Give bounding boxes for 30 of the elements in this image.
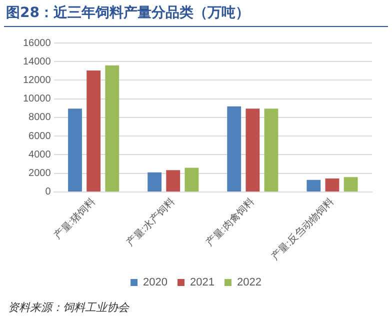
x-tick-label: 产量:水产饲料 xyxy=(124,196,178,249)
bar xyxy=(166,170,180,192)
chart-title: 图28：近三年饲料产量分品类（万吨） xyxy=(6,4,250,22)
bar xyxy=(325,178,340,192)
x-tick-label: 产量:肉禽饲料 xyxy=(204,196,257,249)
text: 资料来源：饲料工业协会 xyxy=(8,300,129,315)
bar xyxy=(68,108,82,192)
y-tick-label: 16000 xyxy=(22,38,52,49)
y-tick-label: 10000 xyxy=(22,94,52,105)
y-tick-label: 14000 xyxy=(22,56,52,68)
x-tick-label: 产量:反刍动物饲料 xyxy=(269,196,336,263)
y-tick-label: 8000 xyxy=(28,112,52,124)
y-tick-label: 0 xyxy=(45,186,52,198)
legend-label: 2022 xyxy=(236,276,262,289)
y-tick-label: 4000 xyxy=(28,149,52,160)
bar xyxy=(246,108,260,192)
y-tick-label: 2000 xyxy=(28,168,52,180)
bar xyxy=(105,65,120,192)
bar xyxy=(264,108,278,192)
x-tick-label: 产量:猪饲料 xyxy=(52,196,98,242)
legend-label: 2021 xyxy=(190,276,214,289)
y-tick-label: 12000 xyxy=(22,74,52,86)
bar xyxy=(86,70,101,192)
bar xyxy=(227,106,242,192)
bar xyxy=(344,177,358,192)
bar xyxy=(148,172,162,192)
y-tick-label: 6000 xyxy=(28,130,52,142)
legend-label: 2020 xyxy=(143,276,168,289)
bar xyxy=(184,168,199,192)
bar xyxy=(306,180,321,192)
